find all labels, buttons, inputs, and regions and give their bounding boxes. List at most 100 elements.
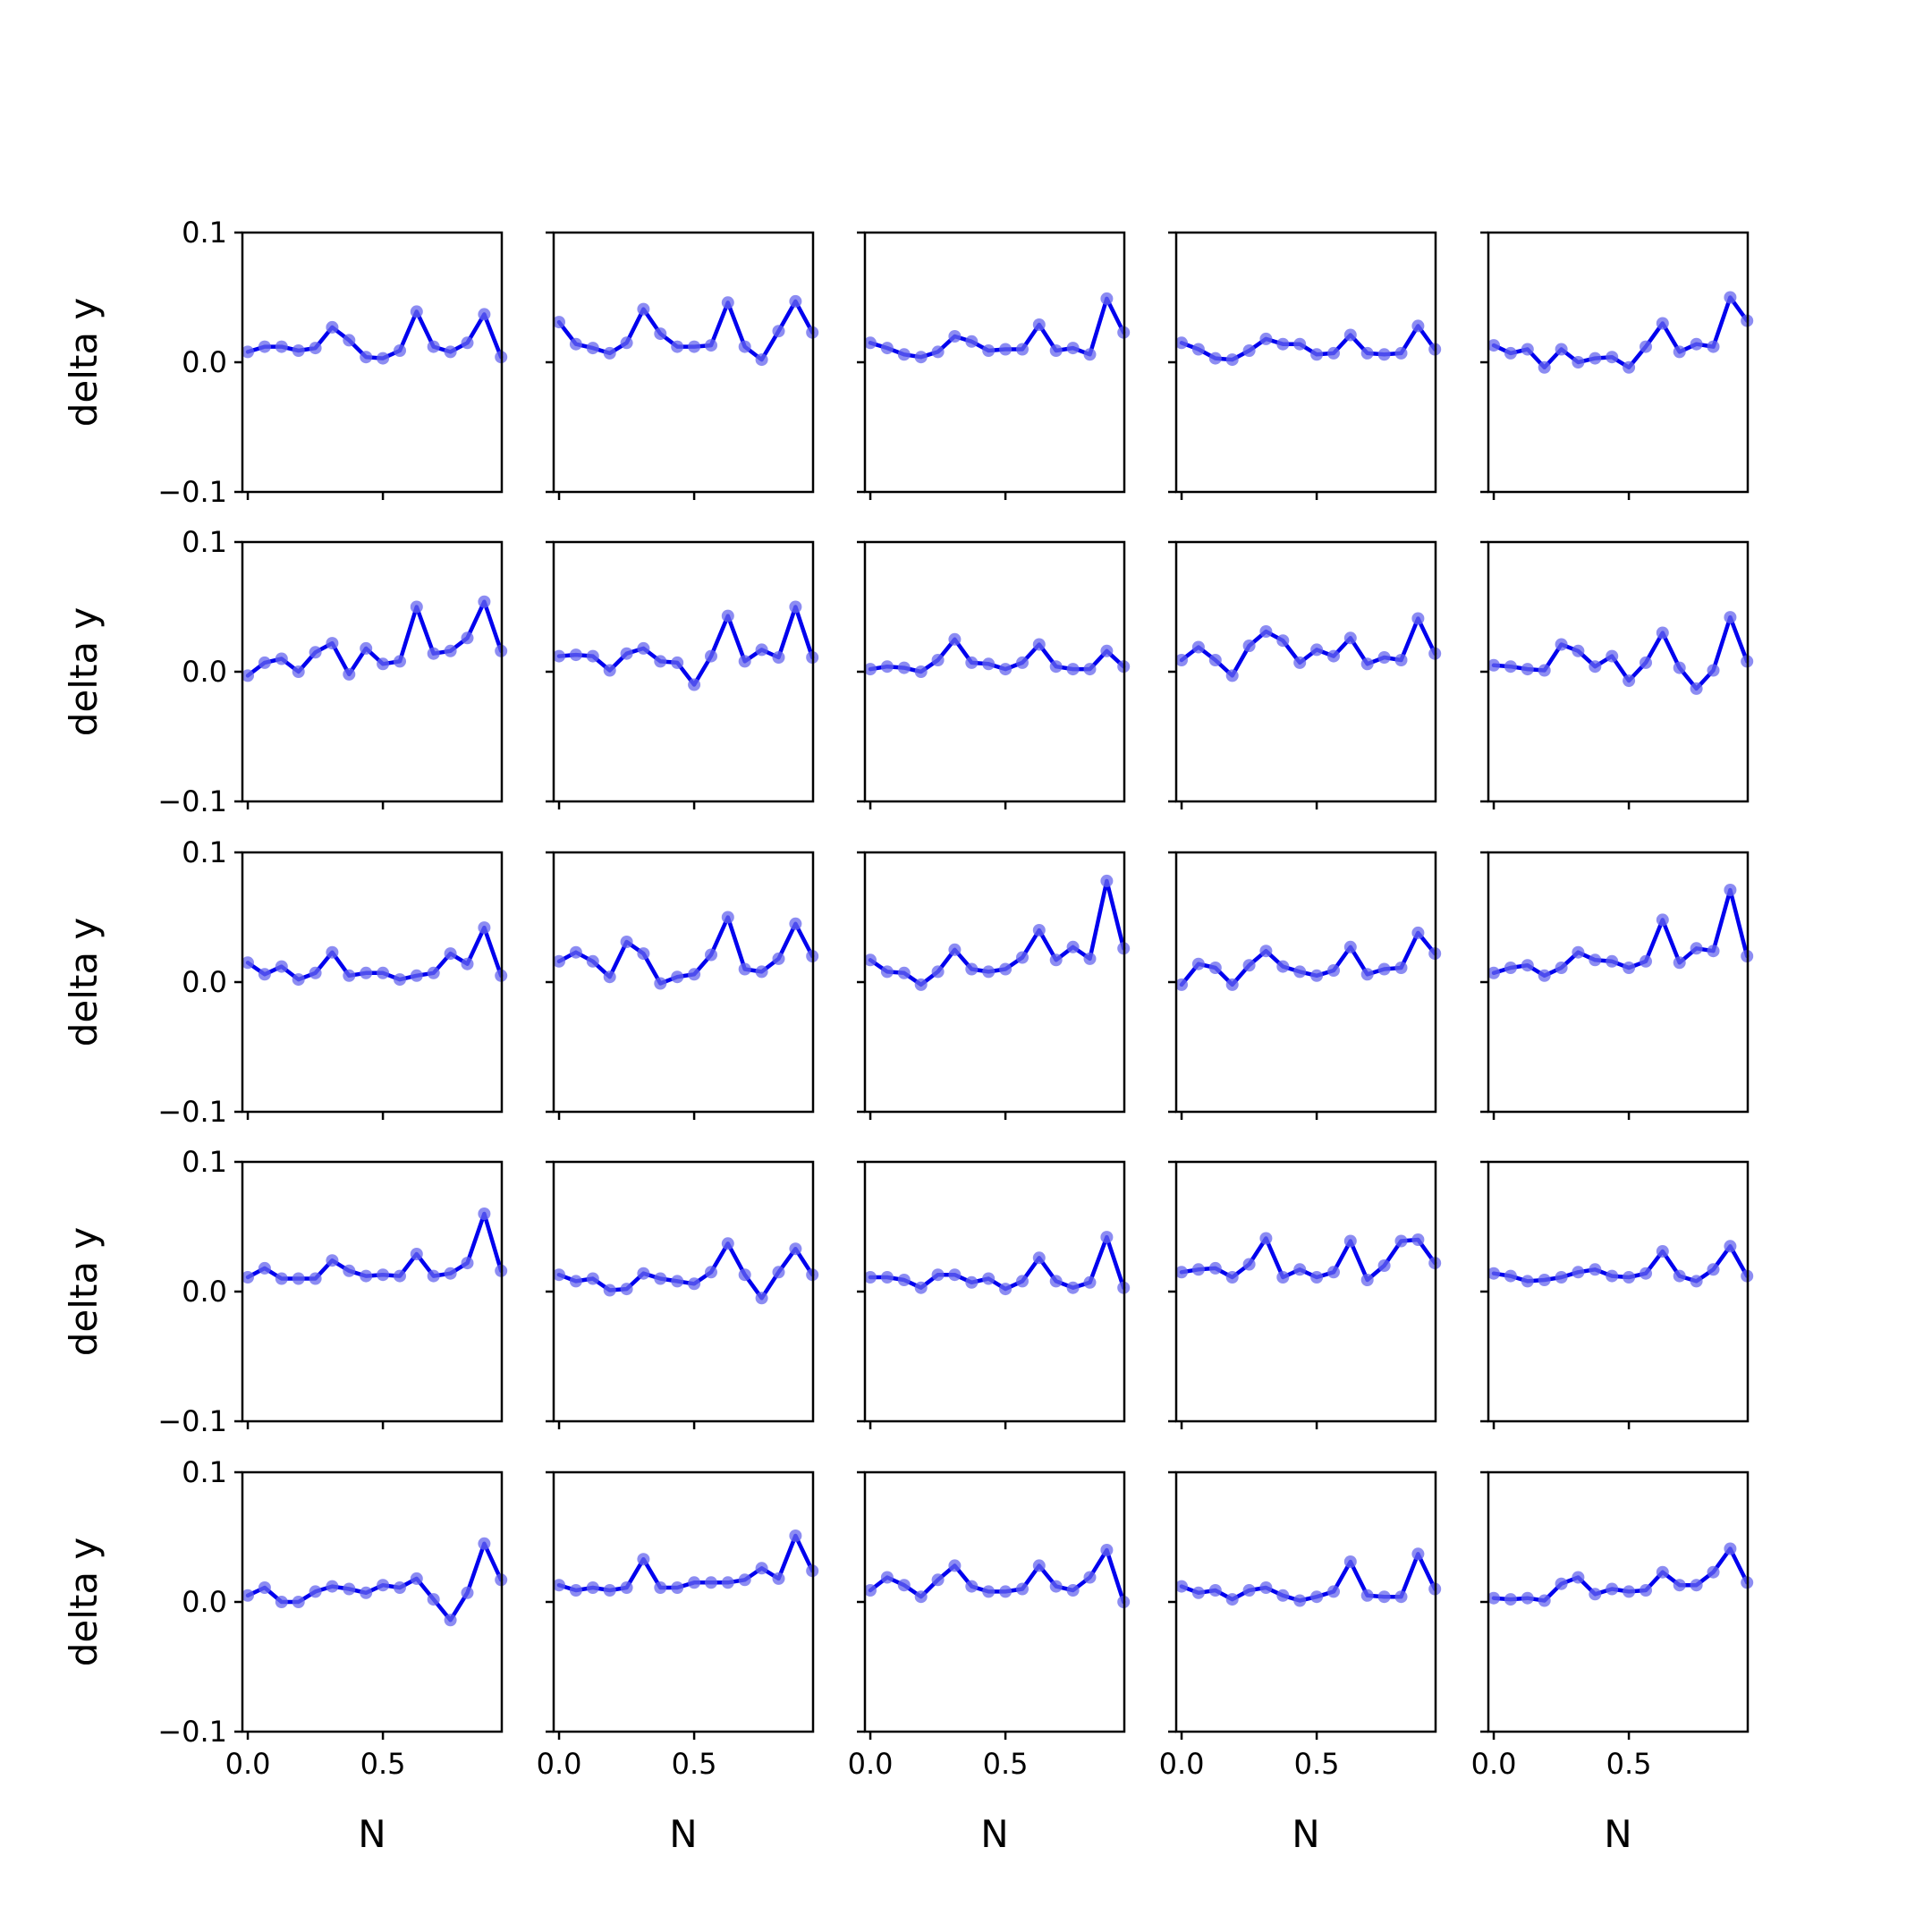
data-point [1690, 337, 1703, 351]
data-point [1343, 1555, 1357, 1568]
data-point [1640, 340, 1652, 353]
data-point [1225, 1271, 1239, 1284]
data-point [242, 956, 254, 970]
data-point [394, 344, 406, 357]
data-point [738, 962, 751, 976]
data-point [478, 1537, 491, 1550]
data-point [410, 1248, 423, 1260]
data-point [1606, 351, 1619, 364]
data-point [1175, 1580, 1188, 1593]
data-point [1487, 1267, 1500, 1280]
data-point [1343, 328, 1357, 342]
data-point [864, 336, 877, 350]
data-point [1589, 352, 1602, 365]
data-point [1293, 656, 1307, 669]
y-axis-label: delta y [62, 298, 106, 428]
data-point [705, 1576, 717, 1589]
axes-frame [1174, 540, 1437, 803]
data-point [1538, 360, 1551, 374]
data-point [586, 954, 599, 968]
data-point [1016, 1582, 1029, 1596]
data-point [1066, 663, 1080, 676]
data-point [275, 1596, 288, 1608]
y-tick-label: 0.1 [182, 835, 227, 869]
axes-frame [1487, 1160, 1750, 1423]
subplot-3-2 [546, 851, 819, 1120]
y-tick-label: 0.1 [182, 525, 227, 559]
data-point [864, 953, 877, 967]
data-point [1656, 1565, 1669, 1579]
data-point [1032, 1559, 1046, 1572]
data-point [360, 351, 373, 364]
data-point [360, 1586, 373, 1599]
data-point [444, 345, 457, 359]
data-point [478, 308, 491, 321]
axes-frame [552, 851, 815, 1114]
subplot-2-3 [857, 540, 1131, 809]
subplot-4-1: −0.1 0.0 0.1 delta y [62, 1145, 508, 1438]
data-point [755, 1292, 768, 1305]
data-point [1623, 360, 1636, 374]
data-point [1032, 318, 1046, 331]
data-point [444, 947, 457, 961]
data-point [394, 1269, 406, 1283]
data-point [1724, 291, 1737, 304]
subplot-5-3: 0.0 0.5 N [848, 1470, 1131, 1856]
data-point [1555, 1271, 1568, 1284]
data-point [1487, 339, 1500, 352]
data-point [1555, 638, 1568, 651]
data-point [1411, 319, 1425, 333]
data-point [654, 327, 667, 341]
data-point [637, 302, 650, 316]
data-point [671, 340, 684, 353]
data-point [864, 663, 877, 676]
axes-frame [241, 231, 504, 494]
data-point [292, 665, 305, 678]
y-tick-label: 0.1 [182, 216, 227, 250]
data-point [1555, 343, 1568, 356]
data-point [1066, 1281, 1080, 1294]
data-point [1360, 346, 1374, 360]
data-point [999, 1283, 1013, 1296]
data-point [1623, 674, 1636, 688]
data-point [1259, 625, 1273, 638]
data-point [586, 342, 599, 355]
subplot-1-1: −0.1 0.0 0.1 delta y [62, 216, 508, 509]
data-point [1656, 626, 1669, 640]
data-point [394, 1581, 406, 1594]
y-tick-label: −0.1 [157, 1715, 227, 1749]
data-point [1016, 951, 1029, 964]
subplot-4-2 [546, 1160, 819, 1429]
data-point [1327, 964, 1340, 977]
y-tick-label: −0.1 [157, 1095, 227, 1129]
series-line [1179, 324, 1437, 362]
data-point [1276, 634, 1290, 648]
axes-frame [863, 1470, 1126, 1733]
data-point [721, 1237, 734, 1250]
data-point [1606, 1582, 1619, 1596]
data-point [789, 1242, 802, 1256]
axes-frame [1174, 851, 1437, 1114]
data-point [1673, 1269, 1686, 1283]
axes-frame [863, 851, 1126, 1114]
data-point [705, 948, 717, 962]
data-point [755, 1562, 768, 1575]
data-point [1327, 1585, 1340, 1598]
data-point [738, 655, 751, 668]
data-point [377, 352, 390, 365]
subplot-1-3 [857, 231, 1131, 500]
data-point [620, 1283, 633, 1296]
subplot-1-5 [1480, 231, 1754, 500]
y-tick-label: 0.0 [182, 345, 227, 379]
data-point [1589, 1588, 1602, 1601]
data-point [620, 1581, 633, 1594]
data-point [309, 1585, 322, 1598]
data-point [1100, 644, 1114, 657]
data-point [360, 966, 373, 979]
series-line [868, 1547, 1126, 1605]
data-point [1100, 292, 1114, 305]
data-point [1394, 1234, 1408, 1248]
data-point [1208, 654, 1222, 666]
data-point [343, 667, 356, 681]
